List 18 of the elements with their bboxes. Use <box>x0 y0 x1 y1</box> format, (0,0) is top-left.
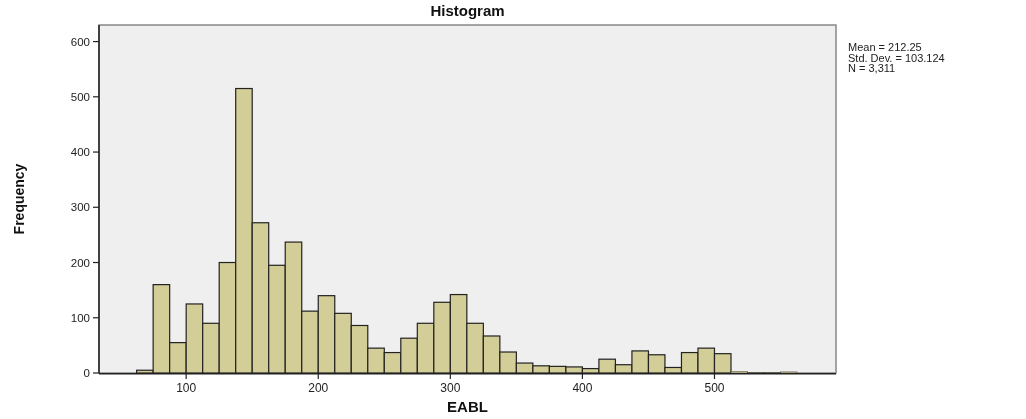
x-tick-label: 300 <box>440 381 461 395</box>
x-tick-label: 200 <box>308 381 329 395</box>
y-tick-label: 0 <box>83 367 90 379</box>
x-axis-title: EABL <box>447 398 488 415</box>
chart-title: Histogram <box>430 2 505 19</box>
y-tick-label: 500 <box>70 90 90 103</box>
x-tick-label: 400 <box>572 381 593 395</box>
y-tick-label: 200 <box>70 256 90 269</box>
text: Std. Dev. = 103.124 <box>848 51 945 64</box>
y-tick-label: 100 <box>70 311 90 324</box>
y-tick-label: 400 <box>70 146 90 159</box>
x-tick-label: 500 <box>704 381 725 395</box>
y-axis-title: Frequency <box>11 163 27 235</box>
y-tick-label: 600 <box>70 35 90 48</box>
text: N = 3,311 <box>848 62 896 74</box>
x-tick-label: 100 <box>176 381 197 395</box>
text: Mean = 212.25 <box>848 41 922 53</box>
y-tick-label: 300 <box>70 201 90 214</box>
